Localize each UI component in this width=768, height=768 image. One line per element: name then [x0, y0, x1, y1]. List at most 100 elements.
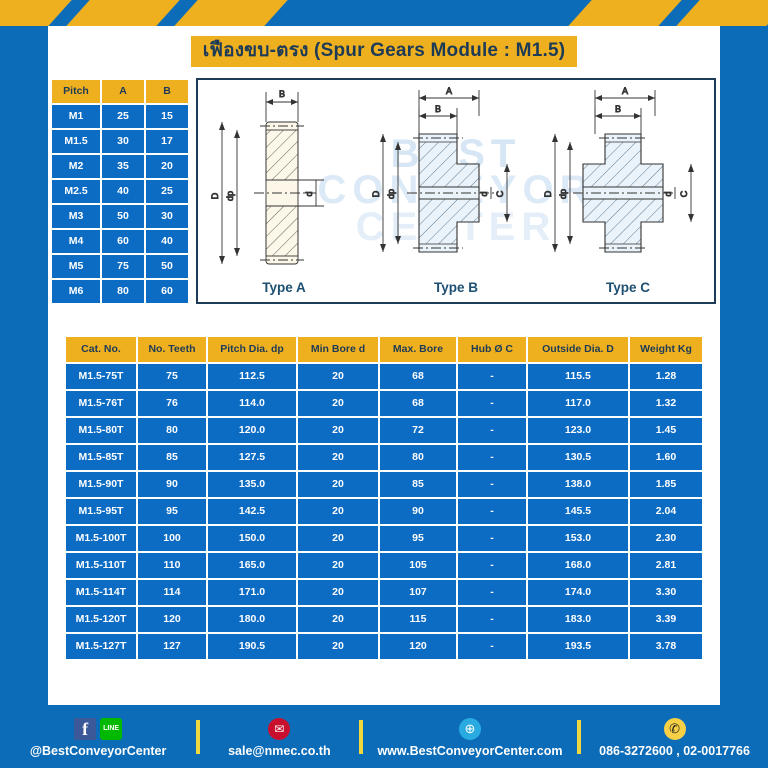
- spec-cell-weight: 1.85: [630, 471, 702, 497]
- table-row: M6 80 60: [52, 279, 188, 303]
- facebook-icon[interactable]: f: [74, 717, 97, 740]
- phone-icon[interactable]: ✆: [663, 717, 686, 740]
- globe-icon[interactable]: ⊕: [458, 717, 481, 740]
- pitch-cell: M6: [52, 279, 100, 303]
- line-icon[interactable]: LINE: [100, 717, 123, 740]
- spec-cell-cat-no: M1.5-85T: [66, 444, 136, 470]
- pitch-cell: M2: [52, 154, 100, 178]
- svg-text:dp: dp: [558, 189, 568, 199]
- table-row: M1.5-76T 76 114.0 20 68 - 117.0 1.32: [66, 390, 702, 416]
- spec-cell-outside-dia: 174.0: [528, 579, 628, 605]
- pitch-cell: 25: [102, 104, 144, 128]
- spec-cell-pitch-dia: 171.0: [208, 579, 296, 605]
- svg-text:B: B: [435, 104, 441, 114]
- pitch-cell: 50: [102, 204, 144, 228]
- spec-cell-hub-c: -: [458, 579, 526, 605]
- pitch-header-b: B: [146, 79, 188, 103]
- spec-cell-pitch-dia: 150.0: [208, 525, 296, 551]
- pitch-table: Pitch A B M1 25 15 M1.5 30 17 M2: [50, 78, 190, 305]
- spec-cell-hub-c: -: [458, 606, 526, 632]
- table-row: M3 50 30: [52, 204, 188, 228]
- title-area: เฟืองขบ-ตรง (Spur Gears Module : M1.5): [48, 26, 720, 67]
- spec-cell-cat-no: M1.5-110T: [66, 552, 136, 578]
- spec-cell-no-teeth: 120: [138, 606, 206, 632]
- pitch-cell: M1.5: [52, 129, 100, 153]
- pitch-cell: M3: [52, 204, 100, 228]
- pitch-cell: 60: [102, 229, 144, 253]
- table-row: M1.5-90T 90 135.0 20 85 - 138.0 1.85: [66, 471, 702, 497]
- spec-cell-pitch-dia: 135.0: [208, 471, 296, 497]
- pitch-cell: 40: [102, 179, 144, 203]
- spec-cell-cat-no: M1.5-76T: [66, 390, 136, 416]
- footer-phone-numbers[interactable]: 086-3272600 , 02-0017766: [599, 743, 750, 758]
- spec-cell-outside-dia: 123.0: [528, 417, 628, 443]
- footer-website[interactable]: ⊕ www.BestConveyorCenter.com: [363, 716, 578, 758]
- spec-cell-pitch-dia: 180.0: [208, 606, 296, 632]
- spec-cell-outside-dia: 183.0: [528, 606, 628, 632]
- svg-text:A: A: [446, 86, 452, 96]
- chevron-stripe: [66, 0, 180, 26]
- pitch-cell: M1: [52, 104, 100, 128]
- footer-phone[interactable]: ✆ 086-3272600 , 02-0017766: [581, 716, 768, 758]
- table-row: M1.5-100T 100 150.0 20 95 - 153.0 2.30: [66, 525, 702, 551]
- footer-facebook-handle[interactable]: @BestConveyorCenter: [29, 743, 167, 758]
- pitch-cell: M2.5: [52, 179, 100, 203]
- pitch-cell: 80: [102, 279, 144, 303]
- footer-email-address[interactable]: sale@nmec.co.th: [228, 743, 331, 758]
- spec-cell-hub-c: -: [458, 444, 526, 470]
- spec-cell-outside-dia: 138.0: [528, 471, 628, 497]
- spec-cell-pitch-dia: 165.0: [208, 552, 296, 578]
- spec-cell-min-bore: 20: [298, 444, 378, 470]
- pitch-header-a: A: [102, 79, 144, 103]
- table-row: M2.5 40 25: [52, 179, 188, 203]
- spec-cell-hub-c: -: [458, 552, 526, 578]
- table-row: M1.5-95T 95 142.5 20 90 - 145.5 2.04: [66, 498, 702, 524]
- spec-cell-cat-no: M1.5-127T: [66, 633, 136, 659]
- mail-icon[interactable]: ✉: [268, 717, 291, 740]
- spec-cell-weight: 2.30: [630, 525, 702, 551]
- footer-email[interactable]: ✉ sale@nmec.co.th: [200, 716, 359, 758]
- gear-diagram-panel: BEST CONVEYOR CENTER: [196, 77, 716, 304]
- spec-table-body: M1.5-75T 75 112.5 20 68 - 115.5 1.28 M1.…: [66, 363, 702, 659]
- page-title: เฟืองขบ-ตรง (Spur Gears Module : M1.5): [190, 36, 578, 67]
- spec-cell-min-bore: 20: [298, 606, 378, 632]
- pitch-cell: 40: [146, 229, 188, 253]
- gear-diagram-type-c: A B: [542, 80, 714, 302]
- svg-text:D: D: [210, 192, 220, 199]
- spec-cell-weight: 1.28: [630, 363, 702, 389]
- spec-cell-max-bore: 105: [380, 552, 456, 578]
- svg-text:B: B: [615, 104, 621, 114]
- type-b-drawing: A B: [371, 85, 510, 253]
- svg-text:d: d: [304, 191, 314, 196]
- spec-cell-no-teeth: 100: [138, 525, 206, 551]
- spec-cell-no-teeth: 90: [138, 471, 206, 497]
- footer-web-icons: ⊕: [458, 716, 481, 742]
- spec-cell-min-bore: 20: [298, 552, 378, 578]
- spec-cell-pitch-dia: 112.5: [208, 363, 296, 389]
- pitch-header-pitch: Pitch: [52, 79, 100, 103]
- spec-cell-outside-dia: 115.5: [528, 363, 628, 389]
- table-row: M1 25 15: [52, 104, 188, 128]
- table-row: M1.5-127T 127 190.5 20 120 - 193.5 3.78: [66, 633, 702, 659]
- svg-text:A: A: [622, 86, 628, 96]
- footer-contact-bar: f LINE @BestConveyorCenter ✉ sale@nmec.c…: [0, 705, 768, 768]
- spec-header-min-bore: Min Bore d: [298, 336, 378, 362]
- footer-facebook[interactable]: f LINE @BestConveyorCenter: [0, 716, 196, 758]
- pitch-cell: 20: [146, 154, 188, 178]
- spec-cell-cat-no: M1.5-100T: [66, 525, 136, 551]
- spec-cell-max-bore: 90: [380, 498, 456, 524]
- pitch-cell: 35: [102, 154, 144, 178]
- table-row: M1.5-85T 85 127.5 20 80 - 130.5 1.60: [66, 444, 702, 470]
- spec-cell-hub-c: -: [458, 498, 526, 524]
- spec-cell-max-bore: 115: [380, 606, 456, 632]
- chevron-stripe: [0, 0, 72, 26]
- type-c-label: Type C: [605, 279, 650, 295]
- footer-website-url[interactable]: www.BestConveyorCenter.com: [377, 743, 563, 758]
- spec-cell-hub-c: -: [458, 417, 526, 443]
- svg-text:dp: dp: [225, 191, 235, 201]
- spec-cell-pitch-dia: 142.5: [208, 498, 296, 524]
- pitch-cell: 25: [146, 179, 188, 203]
- spec-cell-cat-no: M1.5-95T: [66, 498, 136, 524]
- chevron-stripe: [568, 0, 682, 26]
- spec-cell-weight: 1.32: [630, 390, 702, 416]
